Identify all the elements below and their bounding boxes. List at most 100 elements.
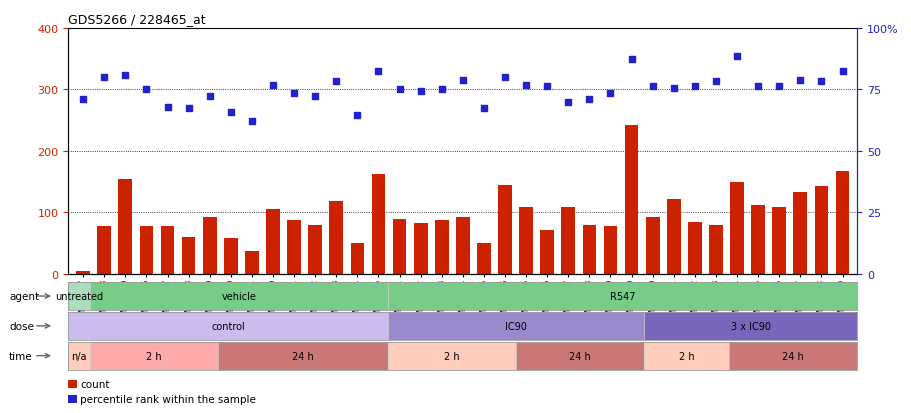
- Bar: [68, 380, 77, 388]
- Bar: [476, 244, 490, 274]
- Bar: [68, 342, 89, 370]
- Bar: [160, 226, 174, 274]
- Bar: [97, 226, 111, 274]
- Text: agent: agent: [9, 291, 39, 301]
- Point: [666, 86, 681, 93]
- Bar: [582, 225, 596, 274]
- Point: [602, 90, 617, 97]
- Text: n/a: n/a: [71, 351, 87, 361]
- Bar: [414, 224, 427, 274]
- Point: [560, 99, 575, 106]
- Bar: [687, 223, 701, 274]
- Bar: [388, 282, 856, 310]
- Point: [581, 96, 596, 103]
- Bar: [287, 220, 301, 274]
- Point: [708, 79, 722, 85]
- Bar: [730, 182, 743, 274]
- Point: [771, 84, 785, 90]
- Bar: [497, 185, 511, 274]
- Text: GDS5266 / 228465_at: GDS5266 / 228465_at: [68, 13, 206, 26]
- Point: [413, 88, 427, 95]
- Point: [687, 84, 701, 90]
- Text: percentile rank within the sample: percentile rank within the sample: [80, 394, 256, 404]
- Point: [834, 69, 849, 75]
- Text: 24 h: 24 h: [782, 351, 804, 361]
- Bar: [388, 312, 643, 340]
- Point: [793, 78, 807, 84]
- Point: [118, 73, 132, 79]
- Point: [265, 82, 280, 89]
- Point: [645, 84, 660, 90]
- Bar: [603, 226, 617, 274]
- Text: count: count: [80, 379, 109, 389]
- Point: [750, 84, 764, 90]
- Bar: [772, 208, 785, 274]
- Bar: [388, 342, 516, 370]
- Text: 2 h: 2 h: [678, 351, 694, 361]
- Bar: [350, 244, 363, 274]
- Bar: [814, 187, 827, 274]
- Point: [97, 75, 111, 81]
- Point: [434, 87, 448, 94]
- Bar: [218, 342, 388, 370]
- Bar: [516, 342, 643, 370]
- Point: [455, 78, 470, 84]
- Point: [244, 119, 259, 126]
- Text: time: time: [9, 351, 33, 361]
- Bar: [645, 217, 659, 274]
- Bar: [118, 179, 132, 274]
- Text: 3 x IC90: 3 x IC90: [730, 321, 770, 331]
- Bar: [643, 312, 856, 340]
- Text: control: control: [211, 321, 245, 331]
- Point: [392, 87, 406, 94]
- Point: [814, 79, 828, 85]
- Bar: [202, 218, 216, 274]
- Bar: [68, 395, 77, 403]
- Bar: [68, 312, 388, 340]
- Text: 2 h: 2 h: [444, 351, 459, 361]
- Bar: [834, 171, 848, 274]
- Point: [223, 109, 238, 116]
- Bar: [77, 271, 90, 274]
- Bar: [245, 251, 259, 274]
- Point: [160, 104, 175, 111]
- Bar: [393, 219, 406, 274]
- Point: [518, 82, 533, 89]
- Bar: [435, 220, 448, 274]
- Text: 24 h: 24 h: [568, 351, 590, 361]
- Text: untreated: untreated: [55, 291, 103, 301]
- Bar: [666, 199, 680, 274]
- Bar: [329, 202, 343, 274]
- Point: [350, 113, 364, 119]
- Point: [624, 56, 639, 63]
- Bar: [456, 217, 469, 274]
- Point: [286, 90, 301, 97]
- Point: [76, 96, 90, 103]
- Bar: [371, 174, 385, 274]
- Text: 24 h: 24 h: [292, 351, 313, 361]
- Text: dose: dose: [9, 321, 34, 331]
- Point: [181, 105, 196, 112]
- Bar: [539, 230, 554, 274]
- Bar: [729, 342, 856, 370]
- Bar: [793, 192, 806, 274]
- Point: [729, 53, 743, 60]
- Bar: [643, 342, 729, 370]
- Point: [329, 79, 343, 85]
- Bar: [709, 225, 722, 274]
- Point: [139, 87, 154, 94]
- Text: R547: R547: [609, 291, 635, 301]
- Point: [476, 105, 491, 112]
- Bar: [68, 282, 89, 310]
- Bar: [561, 208, 575, 274]
- Bar: [224, 239, 238, 274]
- Bar: [139, 226, 153, 274]
- Bar: [308, 225, 322, 274]
- Bar: [751, 206, 764, 274]
- Point: [497, 75, 512, 81]
- Text: 2 h: 2 h: [146, 351, 161, 361]
- Point: [202, 93, 217, 100]
- Bar: [518, 208, 532, 274]
- Text: vehicle: vehicle: [221, 291, 256, 301]
- Point: [539, 84, 554, 90]
